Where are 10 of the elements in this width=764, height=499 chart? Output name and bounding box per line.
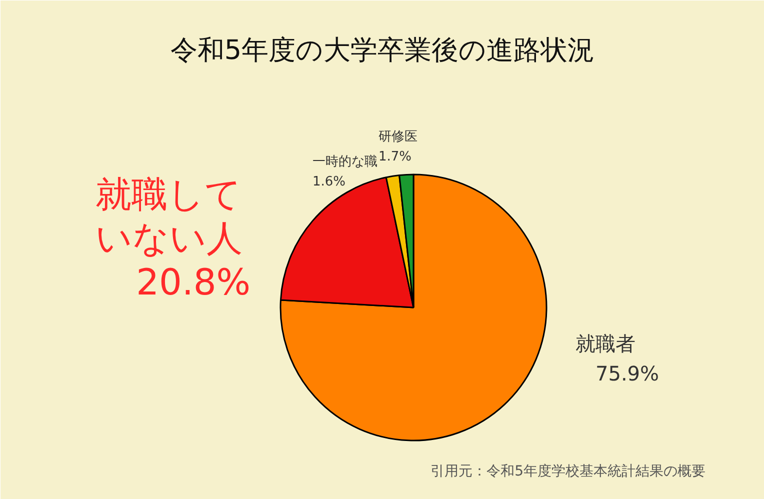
chart-title: 令和5年度の大学卒業後の進路状況 xyxy=(170,35,595,66)
slice-label: 研修医 xyxy=(378,130,418,144)
slice-label: 就職者 xyxy=(576,332,636,356)
slice-label: 就職していない人 xyxy=(96,174,242,260)
text: 引用元：令和5年度学校基本統計結果の概要 xyxy=(430,464,706,480)
slice-label: 一時的な職 xyxy=(312,154,378,170)
data-label: 1.6% xyxy=(312,174,346,190)
data-label: 20.8% xyxy=(136,262,251,304)
data-label: 75.9% xyxy=(596,362,660,386)
data-label: 1.7% xyxy=(378,150,412,164)
